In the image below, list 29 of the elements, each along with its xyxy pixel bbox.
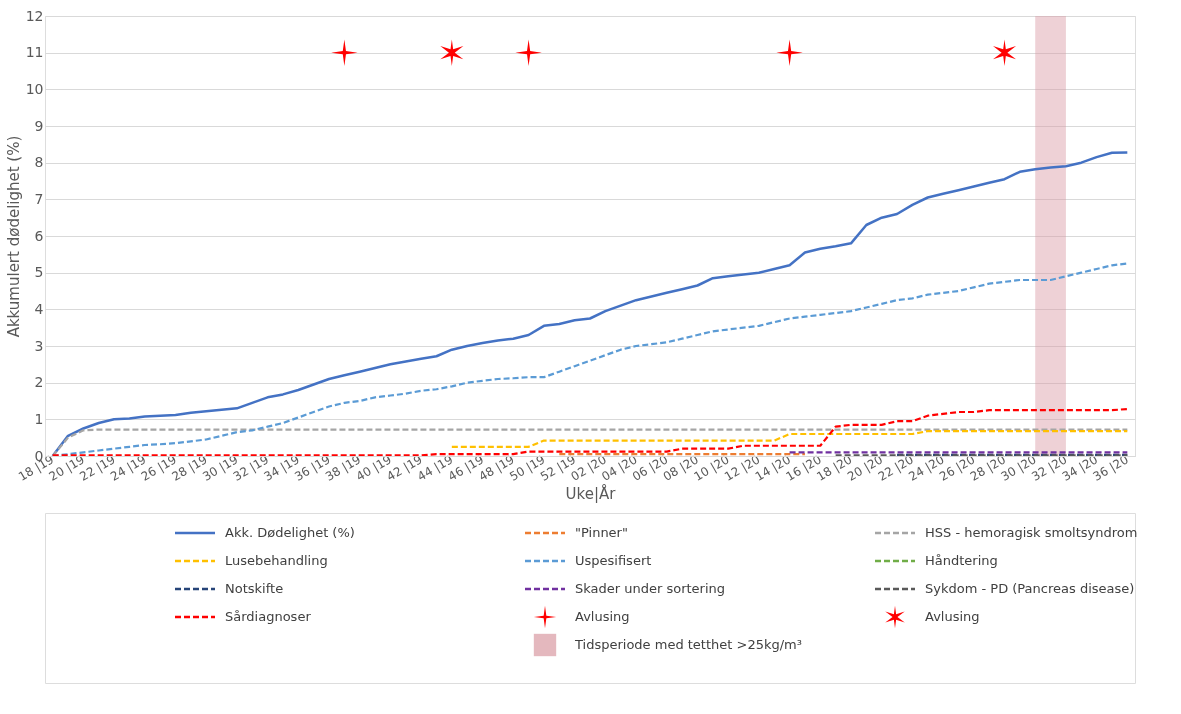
legend-label: Avlusing: [925, 609, 980, 624]
y-tick-label: 2: [34, 374, 44, 391]
x-axis-title: Uke|År: [565, 483, 617, 503]
legend-label: Håndtering: [925, 553, 998, 568]
y-tick-label: 9: [34, 117, 44, 134]
y-tick-label: 11: [25, 44, 44, 61]
legend-label: Avlusing: [575, 609, 630, 624]
legend-label: Uspesifisert: [575, 553, 652, 568]
y-tick-label: 6: [34, 227, 44, 244]
y-tick-label: 1: [34, 410, 44, 427]
y-tick-label: 5: [34, 264, 44, 281]
legend-label: Sårdiagnoser: [225, 609, 312, 624]
legend-label: Skader under sortering: [575, 581, 726, 596]
line-series: [450, 429, 1129, 448]
line-series: [51, 407, 1129, 457]
legend-label: Lusebehandling: [225, 553, 328, 568]
y-tick-label: 10: [25, 80, 44, 97]
legend-label: Notskifte: [225, 581, 284, 596]
legend-label: "Pinner": [575, 525, 628, 540]
y-axis-title: Akkumulert dødelighet (%): [4, 135, 23, 338]
y-tick-label: 7: [34, 190, 44, 207]
legend-label: Tidsperiode med tetthet >25kg/m³: [574, 637, 802, 652]
legend-label: HSS - hemoragisk smoltsyndrom: [925, 525, 1138, 540]
legend-label: Akk. Dødelighet (%): [225, 525, 355, 540]
y-tick-label: 12: [25, 7, 44, 24]
y-tick-label: 8: [34, 154, 44, 171]
legend-label: Sykdom - PD (Pancreas disease): [925, 581, 1135, 596]
y-tick-label: 4: [34, 300, 44, 317]
y-tick-label: 3: [34, 337, 44, 354]
